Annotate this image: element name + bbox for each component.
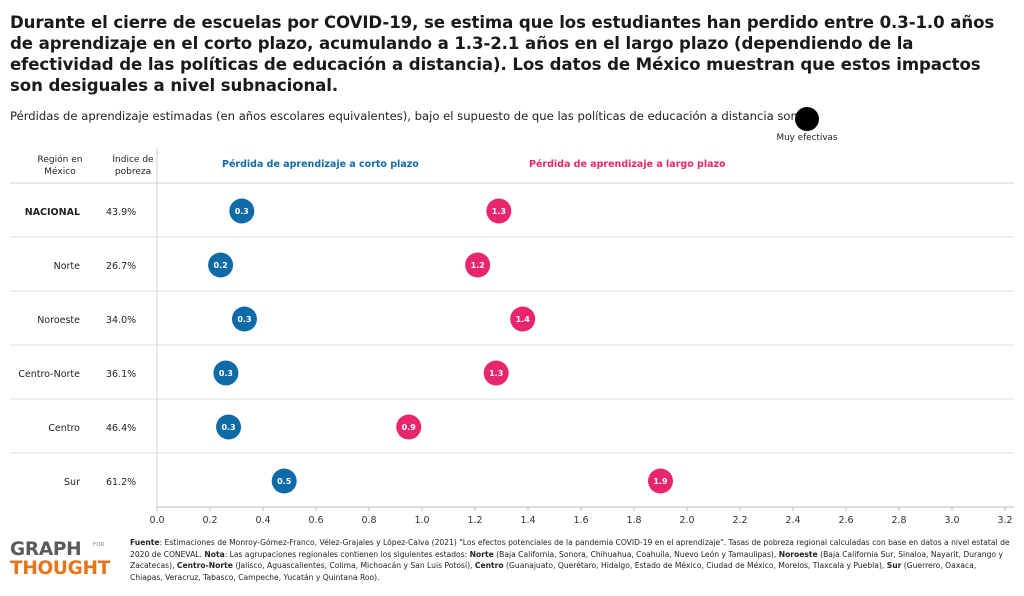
short-term-data-label: 0.3 [221, 423, 235, 432]
x-tick-label: 2.4 [785, 515, 800, 526]
chart-title: Durante el cierre de escuelas por COVID-… [10, 13, 995, 95]
centro-label: Centro [474, 561, 504, 571]
centronorte-label: Centro-Norte [176, 561, 233, 571]
noroeste-label: Noroeste [778, 549, 818, 559]
short-term-point [213, 360, 239, 386]
noroeste-text: (Baja California Sur, Sinaloa, Nayarit, … [130, 549, 1003, 571]
graph-for-thought-logo: GRAPH FOR THOUGHT [10, 539, 111, 579]
logo-for: FOR [93, 542, 105, 548]
logo-graph: GRAPH [10, 539, 82, 560]
long-term-point [510, 306, 536, 332]
logo-thought: THOUGHT [10, 558, 111, 579]
short-term-point [216, 414, 242, 440]
poverty-value: 26.7% [106, 261, 136, 272]
legend-label: Muy efectivas [776, 133, 838, 143]
x-tick-label: 3.0 [944, 515, 959, 526]
long-term-point [483, 360, 509, 386]
long-term-data-label: 1.3 [492, 207, 506, 216]
x-tick-label: 3.2 [997, 515, 1012, 526]
x-tick-label: 1.0 [414, 515, 429, 526]
short-term-point [208, 252, 234, 278]
long-term-data-label: 0.9 [402, 423, 417, 432]
centronorte-text: (Jalisco, Aguascalientes, Colima, Michoa… [232, 561, 475, 571]
poverty-value: 34.0% [106, 315, 136, 326]
note-label: Nota [204, 549, 225, 559]
short-term-point [231, 306, 257, 332]
short-term-data-label: 0.2 [214, 261, 228, 270]
x-tick-label: 1.4 [520, 515, 535, 526]
x-tick-label: 0.2 [202, 515, 217, 526]
x-tick-label: 1.8 [626, 515, 641, 526]
short-term-point [229, 198, 255, 224]
region-label: Norte [54, 261, 81, 272]
poverty-value: 43.9% [106, 207, 136, 218]
source-label: Fuente [130, 538, 160, 547]
short-term-data-label: 0.3 [237, 315, 251, 324]
source-text: : Estimaciones de Monroy-Gómez-Franco, V… [130, 538, 1010, 559]
long-term-point [648, 468, 673, 494]
footer-note: Fuente: Estimaciones de Monroy-Gómez-Fra… [130, 537, 1010, 583]
norte-text: (Baja California, Sonora, Chihuahua, Coa… [493, 549, 779, 559]
long-term-column-title: Pérdida de aprendizaje a largo plazo [529, 159, 726, 170]
x-tick-label: 2.2 [732, 515, 747, 526]
x-tick-label: 2.8 [891, 515, 906, 526]
long-term-data-label: 1.4 [516, 315, 531, 324]
x-tick-label: 0.0 [149, 515, 164, 526]
long-term-data-label: 1.3 [489, 369, 503, 378]
poverty-value: 36.1% [106, 369, 136, 380]
sur-text: (Guerrero, Oaxaca, Chiapas, Veracruz, Ta… [130, 561, 977, 582]
long-term-data-label: 1.2 [471, 261, 485, 270]
poverty-value: 61.2% [106, 477, 136, 488]
region-label: Centro [48, 423, 80, 434]
long-term-point [465, 252, 491, 278]
short-term-column-title: Pérdida de aprendizaje a corto plazo [222, 159, 419, 170]
region-label: Centro-Norte [18, 369, 80, 380]
region-label: NACIONAL [25, 207, 80, 218]
x-tick-label: 1.6 [573, 515, 588, 526]
x-tick-label: 2.6 [838, 515, 853, 526]
x-tick-label: 1.2 [467, 515, 482, 526]
region-label: Noroeste [37, 315, 80, 326]
short-term-data-label: 0.5 [277, 477, 292, 486]
region-label: Sur [64, 477, 80, 488]
long-term-point [396, 414, 422, 440]
note-text: : Las agrupaciones regionales contienen … [224, 549, 470, 559]
long-term-data-label: 1.9 [653, 477, 668, 486]
region-header: Región en México [37, 155, 83, 177]
sur-label: Sur [886, 561, 902, 571]
x-tick-label: 0.4 [255, 515, 270, 526]
x-tick-label: 0.6 [308, 515, 323, 526]
x-tick-label: 2.0 [679, 515, 694, 526]
short-term-data-label: 0.3 [235, 207, 249, 216]
short-term-data-label: 0.3 [219, 369, 233, 378]
norte-label: Norte [469, 549, 494, 559]
x-tick-label: 0.8 [361, 515, 376, 526]
legend-marker [795, 107, 819, 131]
poverty-value: 46.4% [106, 423, 136, 434]
poverty-header: Índice de pobreza [112, 155, 154, 177]
long-term-point [486, 198, 512, 224]
short-term-point [271, 468, 297, 494]
centro-text: (Guanajuato, Querétaro, Hidalgo, Estado … [503, 561, 887, 571]
chart-subtitle: Pérdidas de aprendizaje estimadas (en añ… [10, 109, 813, 123]
